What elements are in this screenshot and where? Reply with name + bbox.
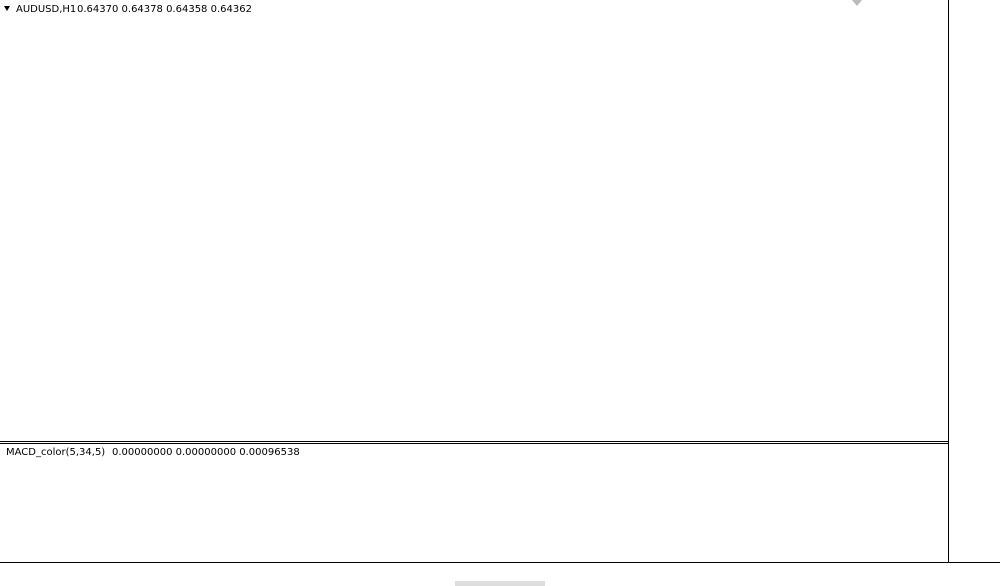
- indicator-readout: 0.00000000 0.00000000 0.00096538: [112, 447, 300, 458]
- shift-marker: [852, 0, 862, 6]
- ohlc-readout: 0.64370 0.64378 0.64358 0.64362: [77, 4, 252, 15]
- chart-title: AUDUSD,H1: [16, 4, 76, 15]
- scrollbar[interactable]: [455, 581, 545, 586]
- indicator-title: MACD_color(5,34,5): [6, 447, 105, 458]
- menu-arrow[interactable]: [4, 6, 10, 11]
